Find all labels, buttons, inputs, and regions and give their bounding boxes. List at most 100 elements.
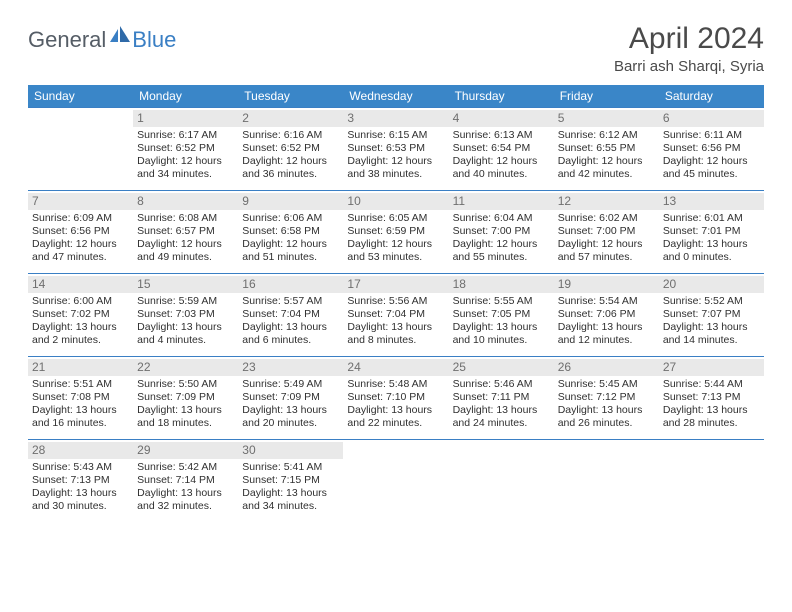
daylight-text: and 20 minutes. — [242, 417, 339, 430]
sunrise-text: Sunrise: 5:56 AM — [347, 295, 444, 308]
day-cell: 3Sunrise: 6:15 AMSunset: 6:53 PMDaylight… — [343, 108, 448, 190]
brand-general: General — [28, 27, 106, 53]
daylight-text: and 51 minutes. — [242, 251, 339, 264]
day-number: 9 — [238, 193, 343, 210]
daylight-text: Daylight: 12 hours — [137, 238, 234, 251]
sunset-text: Sunset: 7:09 PM — [137, 391, 234, 404]
daylight-text: Daylight: 13 hours — [347, 321, 444, 334]
day-cell: 11Sunrise: 6:04 AMSunset: 7:00 PMDayligh… — [449, 191, 554, 273]
daylight-text: and 22 minutes. — [347, 417, 444, 430]
day-of-week-row: Sunday Monday Tuesday Wednesday Thursday… — [28, 85, 764, 107]
day-number: 29 — [133, 442, 238, 459]
title-block: April 2024 Barri ash Sharqi, Syria — [614, 22, 764, 75]
sunrise-text: Sunrise: 6:04 AM — [453, 212, 550, 225]
day-number: 21 — [28, 359, 133, 376]
sunset-text: Sunset: 7:05 PM — [453, 308, 550, 321]
daylight-text: Daylight: 13 hours — [453, 404, 550, 417]
daylight-text: and 49 minutes. — [137, 251, 234, 264]
sunrise-text: Sunrise: 5:59 AM — [137, 295, 234, 308]
daylight-text: Daylight: 12 hours — [663, 155, 760, 168]
day-cell — [343, 440, 448, 522]
sunrise-text: Sunrise: 5:46 AM — [453, 378, 550, 391]
day-number: 18 — [449, 276, 554, 293]
dow-tuesday: Tuesday — [238, 85, 343, 107]
sunrise-text: Sunrise: 6:15 AM — [347, 129, 444, 142]
day-number: 25 — [449, 359, 554, 376]
day-number: 13 — [659, 193, 764, 210]
daylight-text: Daylight: 12 hours — [347, 238, 444, 251]
day-cell: 9Sunrise: 6:06 AMSunset: 6:58 PMDaylight… — [238, 191, 343, 273]
daylight-text: Daylight: 13 hours — [663, 321, 760, 334]
day-number: 4 — [449, 110, 554, 127]
daylight-text: Daylight: 12 hours — [453, 238, 550, 251]
day-cell — [659, 440, 764, 522]
daylight-text: and 55 minutes. — [453, 251, 550, 264]
daylight-text: and 30 minutes. — [32, 500, 129, 513]
sunset-text: Sunset: 7:00 PM — [558, 225, 655, 238]
daylight-text: and 16 minutes. — [32, 417, 129, 430]
day-cell: 5Sunrise: 6:12 AMSunset: 6:55 PMDaylight… — [554, 108, 659, 190]
day-number: 2 — [238, 110, 343, 127]
day-cell — [449, 440, 554, 522]
page: General Blue April 2024 Barri ash Sharqi… — [0, 0, 792, 522]
dow-wednesday: Wednesday — [343, 85, 448, 107]
sunset-text: Sunset: 7:01 PM — [663, 225, 760, 238]
daylight-text: Daylight: 12 hours — [242, 238, 339, 251]
sunset-text: Sunset: 6:52 PM — [137, 142, 234, 155]
day-cell: 6Sunrise: 6:11 AMSunset: 6:56 PMDaylight… — [659, 108, 764, 190]
sunrise-text: Sunrise: 5:43 AM — [32, 461, 129, 474]
sunset-text: Sunset: 7:12 PM — [558, 391, 655, 404]
sunset-text: Sunset: 6:58 PM — [242, 225, 339, 238]
daylight-text: and 57 minutes. — [558, 251, 655, 264]
daylight-text: Daylight: 13 hours — [137, 487, 234, 500]
sunset-text: Sunset: 6:57 PM — [137, 225, 234, 238]
sunrise-text: Sunrise: 5:50 AM — [137, 378, 234, 391]
day-cell: 14Sunrise: 6:00 AMSunset: 7:02 PMDayligh… — [28, 274, 133, 356]
sunset-text: Sunset: 6:55 PM — [558, 142, 655, 155]
day-cell: 26Sunrise: 5:45 AMSunset: 7:12 PMDayligh… — [554, 357, 659, 439]
daylight-text: and 0 minutes. — [663, 251, 760, 264]
daylight-text: and 14 minutes. — [663, 334, 760, 347]
daylight-text: and 36 minutes. — [242, 168, 339, 181]
day-number: 1 — [133, 110, 238, 127]
day-number: 22 — [133, 359, 238, 376]
sunrise-text: Sunrise: 5:49 AM — [242, 378, 339, 391]
sunset-text: Sunset: 6:54 PM — [453, 142, 550, 155]
day-number: 3 — [343, 110, 448, 127]
daylight-text: and 45 minutes. — [663, 168, 760, 181]
sunrise-text: Sunrise: 5:57 AM — [242, 295, 339, 308]
day-cell: 22Sunrise: 5:50 AMSunset: 7:09 PMDayligh… — [133, 357, 238, 439]
daylight-text: Daylight: 12 hours — [137, 155, 234, 168]
day-cell — [554, 440, 659, 522]
week-row: 28Sunrise: 5:43 AMSunset: 7:13 PMDayligh… — [28, 439, 764, 522]
week-row: 14Sunrise: 6:00 AMSunset: 7:02 PMDayligh… — [28, 273, 764, 356]
day-cell: 1Sunrise: 6:17 AMSunset: 6:52 PMDaylight… — [133, 108, 238, 190]
daylight-text: and 40 minutes. — [453, 168, 550, 181]
day-number: 19 — [554, 276, 659, 293]
sunset-text: Sunset: 7:07 PM — [663, 308, 760, 321]
sunrise-text: Sunrise: 6:11 AM — [663, 129, 760, 142]
location: Barri ash Sharqi, Syria — [614, 58, 764, 75]
sunset-text: Sunset: 7:00 PM — [453, 225, 550, 238]
day-cell: 13Sunrise: 6:01 AMSunset: 7:01 PMDayligh… — [659, 191, 764, 273]
sunrise-text: Sunrise: 6:02 AM — [558, 212, 655, 225]
daylight-text: and 26 minutes. — [558, 417, 655, 430]
daylight-text: Daylight: 13 hours — [558, 404, 655, 417]
header: General Blue April 2024 Barri ash Sharqi… — [28, 22, 764, 75]
day-number: 24 — [343, 359, 448, 376]
sunrise-text: Sunrise: 5:51 AM — [32, 378, 129, 391]
daylight-text: Daylight: 12 hours — [242, 155, 339, 168]
daylight-text: and 53 minutes. — [347, 251, 444, 264]
daylight-text: Daylight: 13 hours — [242, 487, 339, 500]
daylight-text: and 42 minutes. — [558, 168, 655, 181]
daylight-text: and 34 minutes. — [242, 500, 339, 513]
day-cell: 17Sunrise: 5:56 AMSunset: 7:04 PMDayligh… — [343, 274, 448, 356]
sunrise-text: Sunrise: 6:12 AM — [558, 129, 655, 142]
day-cell: 20Sunrise: 5:52 AMSunset: 7:07 PMDayligh… — [659, 274, 764, 356]
sunrise-text: Sunrise: 5:45 AM — [558, 378, 655, 391]
weeks-container: 1Sunrise: 6:17 AMSunset: 6:52 PMDaylight… — [28, 107, 764, 522]
sunrise-text: Sunrise: 5:52 AM — [663, 295, 760, 308]
dow-thursday: Thursday — [449, 85, 554, 107]
sunset-text: Sunset: 6:59 PM — [347, 225, 444, 238]
daylight-text: Daylight: 12 hours — [347, 155, 444, 168]
